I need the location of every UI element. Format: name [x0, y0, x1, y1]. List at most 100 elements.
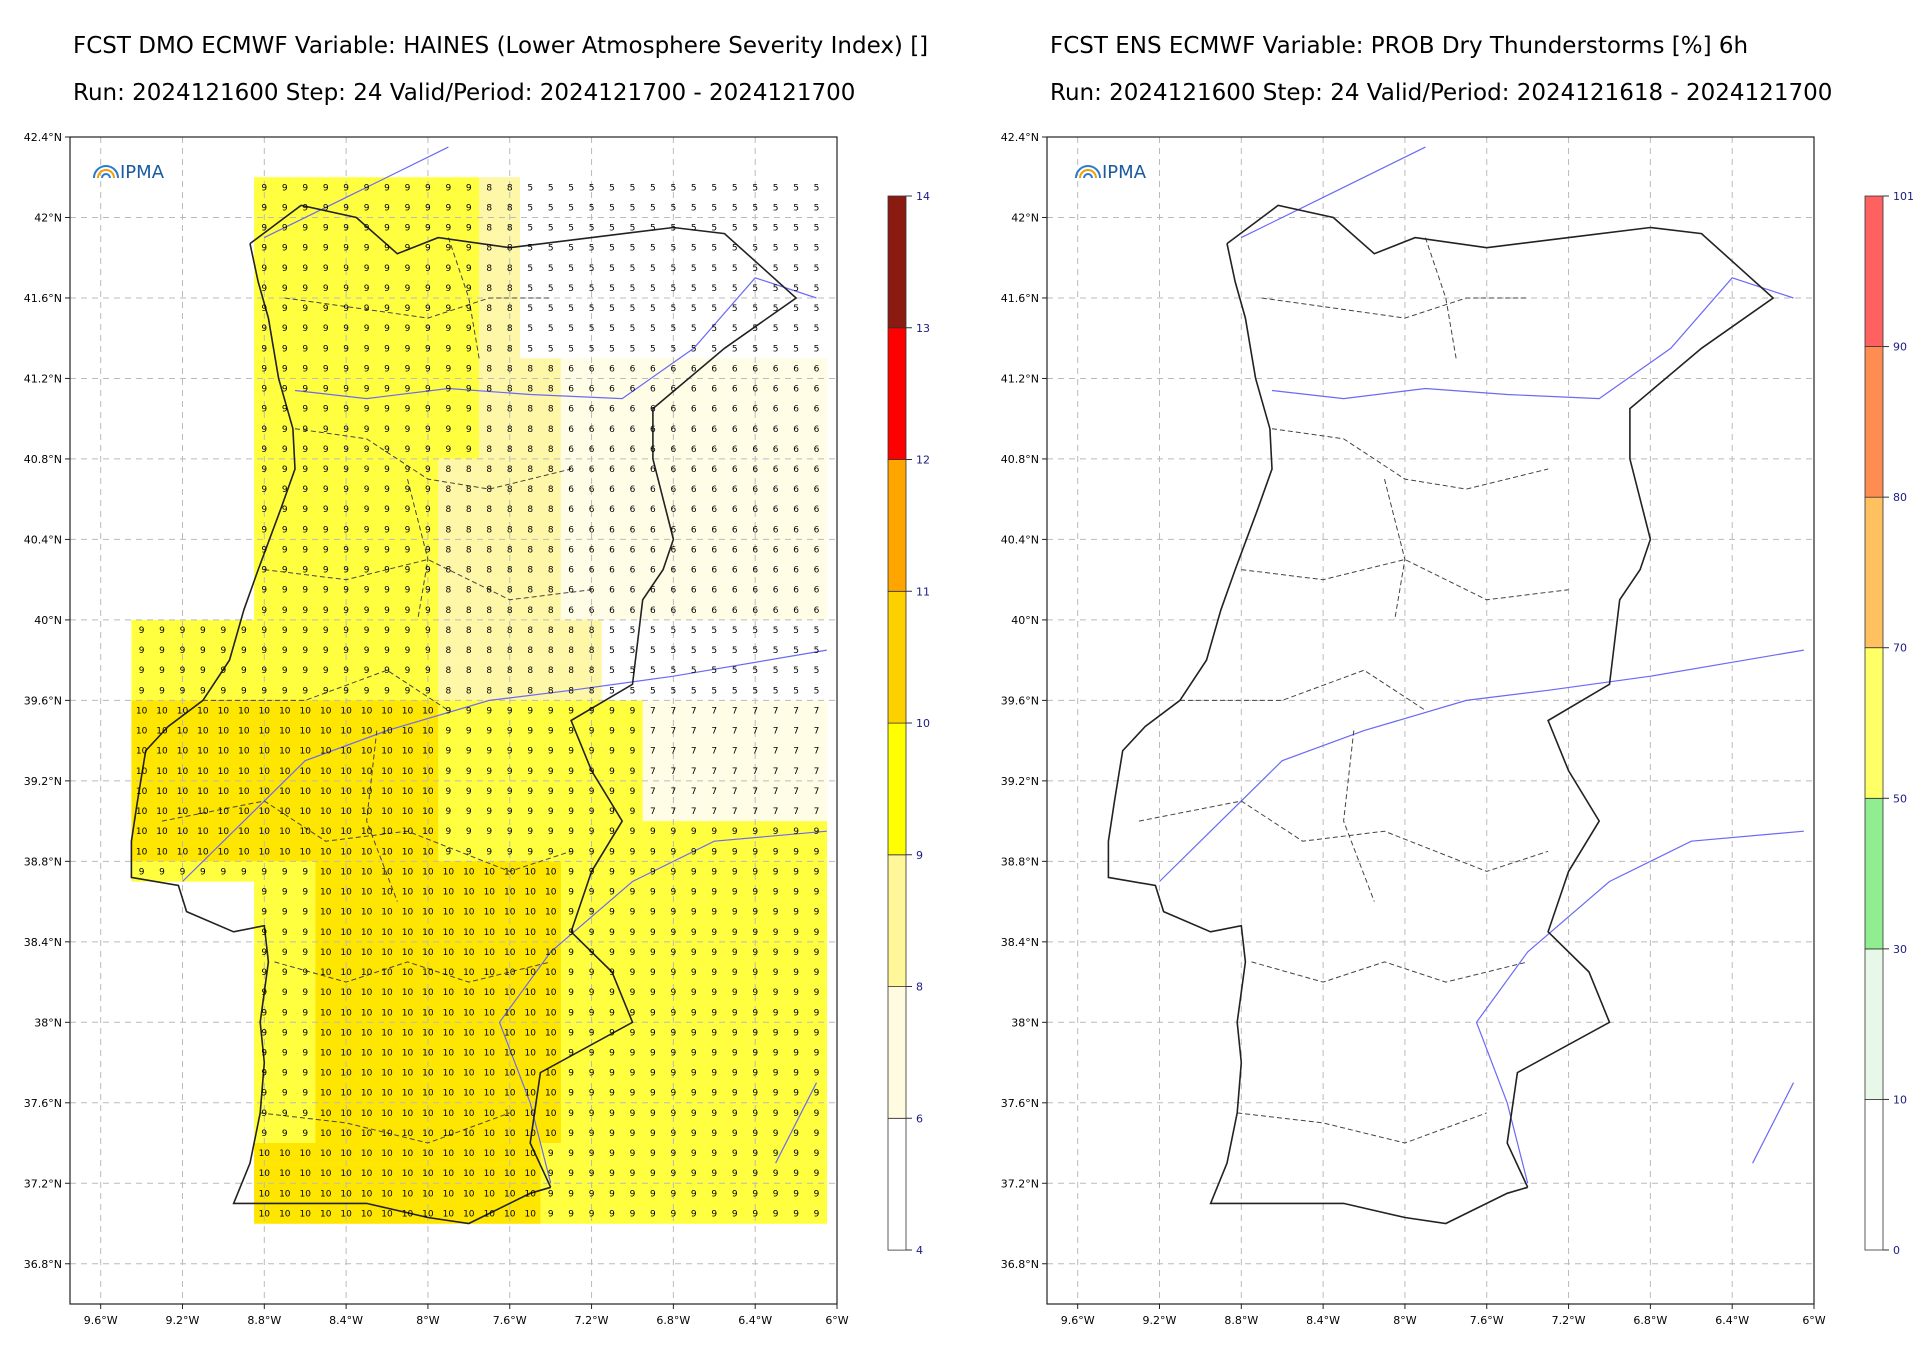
haines-value: 5	[691, 183, 697, 193]
haines-value: 6	[732, 445, 738, 455]
haines-value: 5	[650, 666, 656, 676]
haines-value: 6	[568, 425, 574, 435]
haines-value: 5	[650, 183, 656, 193]
haines-value: 9	[773, 847, 779, 857]
haines-value: 10	[156, 827, 168, 837]
haines-value: 10	[320, 867, 332, 877]
haines-value: 9	[302, 344, 308, 354]
haines-value: 6	[609, 546, 615, 556]
haines-cell	[397, 418, 419, 440]
haines-value: 6	[609, 385, 615, 395]
haines-value: 5	[609, 264, 615, 274]
haines-cell	[274, 358, 296, 379]
haines-value: 9	[650, 847, 656, 857]
haines-value: 8	[507, 183, 513, 193]
haines-value: 9	[527, 807, 533, 817]
haines-value: 9	[261, 284, 267, 294]
haines-value: 9	[711, 908, 717, 918]
haines-cell	[438, 599, 459, 621]
haines-value: 7	[671, 727, 677, 737]
haines-value: 10	[443, 1049, 455, 1059]
haines-value: 6	[732, 364, 738, 374]
haines-value: 8	[527, 505, 533, 515]
haines-value: 10	[381, 827, 393, 837]
haines-value: 9	[364, 385, 370, 395]
haines-value: 6	[773, 505, 779, 515]
haines-value: 8	[527, 626, 533, 636]
lat-label: 38.8°N	[1001, 855, 1039, 868]
haines-value: 10	[279, 787, 291, 797]
haines-value: 9	[589, 787, 595, 797]
haines-value: 10	[484, 908, 496, 918]
haines-cell	[274, 559, 296, 580]
haines-value: 9	[752, 1008, 758, 1018]
haines-value: 8	[486, 626, 492, 636]
haines-value: 8	[466, 686, 472, 696]
haines-cell	[274, 318, 296, 339]
haines-value: 9	[609, 867, 615, 877]
haines-cell	[683, 277, 705, 299]
haines-value: 10	[381, 1008, 393, 1018]
haines-value: 9	[630, 1028, 636, 1038]
haines-value: 10	[422, 1210, 434, 1220]
haines-value: 10	[381, 988, 393, 998]
haines-value: 10	[422, 847, 434, 857]
haines-value: 8	[507, 505, 513, 515]
haines-value: 9	[793, 928, 799, 938]
haines-value: 6	[752, 364, 758, 374]
haines-value: 9	[609, 1008, 615, 1018]
haines-value: 5	[773, 244, 779, 254]
haines-value: 10	[381, 1069, 393, 1079]
haines-cell	[520, 438, 541, 460]
haines-cell	[785, 539, 807, 560]
haines-value: 5	[691, 224, 697, 234]
haines-value: 6	[814, 586, 820, 596]
haines-value: 9	[282, 224, 288, 234]
haines-value: 9	[630, 867, 636, 877]
haines-value: 8	[548, 445, 554, 455]
haines-value: 10	[463, 908, 475, 918]
haines-value: 5	[773, 344, 779, 354]
haines-value: 6	[650, 566, 656, 576]
haines-value: 9	[261, 626, 267, 636]
haines-cell	[295, 257, 316, 279]
haines-value: 10	[320, 706, 332, 716]
haines-value: 7	[671, 767, 677, 777]
haines-value: 9	[548, 847, 554, 857]
haines-cell	[560, 217, 582, 238]
haines-value: 10	[197, 727, 209, 737]
haines-value: 5	[773, 264, 779, 274]
haines-value: 9	[773, 908, 779, 918]
haines-value: 9	[671, 1008, 677, 1018]
haines-cell	[295, 318, 316, 339]
haines-cell	[458, 378, 480, 399]
haines-cell	[806, 499, 828, 520]
haines-value: 9	[711, 867, 717, 877]
haines-value: 8	[466, 485, 472, 495]
haines-value: 5	[527, 264, 533, 274]
haines-value: 9	[507, 847, 513, 857]
haines-value: 9	[261, 1089, 267, 1099]
haines-cell	[295, 438, 316, 460]
haines-value: 10	[381, 767, 393, 777]
haines-cell	[315, 539, 337, 560]
haines-cell	[458, 197, 480, 218]
haines-cell	[540, 177, 562, 198]
haines-cell	[479, 499, 500, 520]
haines-cell	[765, 458, 787, 480]
haines-cell	[315, 458, 337, 480]
haines-value: 9	[425, 224, 431, 234]
haines-value: 9	[589, 727, 595, 737]
haines-value: 10	[197, 847, 209, 857]
haines-value: 10	[279, 1169, 291, 1179]
haines-value: 10	[361, 928, 373, 938]
haines-value: 5	[814, 666, 820, 676]
haines-value: 10	[402, 1109, 414, 1119]
haines-cell	[479, 318, 500, 339]
haines-value: 9	[671, 827, 677, 837]
haines-cell	[601, 479, 623, 500]
haines-value: 6	[589, 405, 595, 415]
haines-value: 5	[609, 686, 615, 696]
haines-value: 8	[507, 284, 513, 294]
